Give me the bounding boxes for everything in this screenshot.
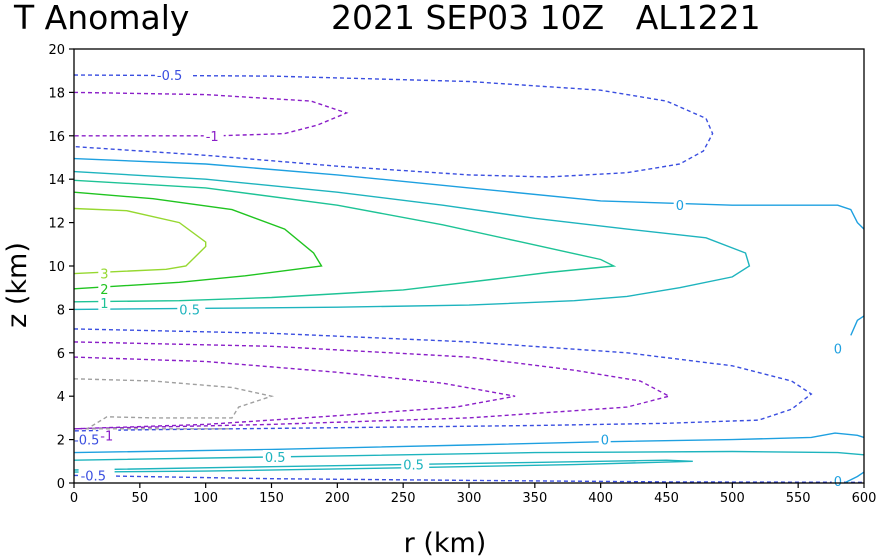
y-tick-label: 14 (48, 173, 65, 188)
contour-low-zero (73, 432, 865, 454)
x-tick-label: 500 (720, 491, 745, 506)
contour-low-05b (73, 459, 693, 473)
contour-label: -0.5 (157, 69, 182, 84)
x-tick-label: 550 (786, 491, 811, 506)
x-axis-label: r (km) (404, 528, 487, 559)
contour-label: 0 (676, 199, 684, 214)
contour-label-bg (831, 341, 844, 356)
contour-label-bg (203, 128, 224, 143)
contour-corner-zero-b (843, 471, 865, 484)
contour-mid-m1a (73, 341, 672, 430)
contour-mid-m15 (73, 378, 275, 430)
contour-upper-m05 (73, 74, 714, 178)
contour-label-bg (154, 68, 191, 82)
chart-subtitle: 2021 SEP03 10Z AL1221 (331, 0, 761, 37)
contour-label-bg (673, 198, 686, 213)
x-tick-label: 600 (852, 491, 877, 506)
contour-label-bg (98, 428, 119, 443)
x-tick-label: 150 (259, 491, 284, 506)
contour-label: -0.5 (81, 469, 106, 484)
x-tick-label: 100 (193, 491, 218, 506)
contour-label: -1 (100, 429, 113, 444)
contour-label: -0.5 (74, 434, 99, 449)
contour-label: 0 (601, 434, 609, 449)
contour-label-bg (831, 473, 844, 488)
y-tick-label: 20 (48, 43, 65, 58)
y-tick-label: 2 (57, 434, 65, 449)
contour-label: 2 (100, 283, 108, 298)
contour-label-bg (598, 432, 611, 447)
x-tick-label: 400 (588, 491, 613, 506)
contour-label: 0.5 (265, 451, 286, 466)
contour-label: 0.5 (403, 459, 424, 474)
x-tick-label: 200 (325, 491, 350, 506)
x-tick-label: 450 (654, 491, 679, 506)
contour-upper-zero (73, 157, 865, 230)
contour-mid-m05 (73, 328, 813, 432)
contour-label-bg (98, 281, 111, 296)
y-tick-label: 8 (57, 303, 65, 318)
x-tick-label: 250 (391, 491, 416, 506)
contour-label: -1 (206, 130, 219, 145)
contour-label-bg (177, 302, 206, 317)
contour-upper-3 (73, 207, 207, 275)
x-tick-label: 300 (457, 491, 482, 506)
y-axis-label: z (km) (2, 242, 33, 328)
contour-label: 0 (834, 343, 842, 358)
contour-label: 0.5 (179, 303, 200, 318)
x-tick-label: 50 (132, 491, 149, 506)
contour-label-bg (98, 295, 111, 310)
y-axis-ticks: 0 2 4 6 8 10 12 14 16 18 20 (48, 43, 74, 492)
contour-upper-1 (73, 179, 617, 303)
contour-label: 1 (100, 297, 108, 312)
contour-upper-05 (73, 170, 751, 311)
contour-label-bg (262, 450, 291, 464)
x-tick-label: 350 (522, 491, 547, 506)
contour-label-bg (401, 457, 430, 472)
contour-low-m05 (73, 474, 865, 483)
contour-label-bg (98, 266, 111, 281)
y-tick-label: 12 (48, 217, 65, 232)
x-tick-label: 0 (70, 491, 78, 506)
y-tick-label: 0 (57, 477, 65, 492)
chart-title: T Anomaly (14, 0, 190, 37)
contour-upper-m1 (73, 91, 349, 137)
y-tick-label: 6 (57, 347, 65, 362)
y-tick-label: 4 (57, 390, 65, 405)
y-tick-label: 10 (48, 260, 65, 275)
contour-upper-2 (73, 191, 323, 290)
y-tick-label: 18 (48, 86, 65, 101)
contour-label: 3 (100, 268, 108, 283)
contour-label: 0 (834, 475, 842, 490)
plot-frame (73, 48, 865, 484)
contour-low-05a (73, 450, 865, 461)
contour-label-bg (78, 468, 115, 483)
contour-mid-m1b (73, 356, 516, 430)
x-axis-ticks: 0 50 100 150 200 250 300 350 400 450 500 550 600 (70, 483, 877, 506)
y-tick-label: 16 (48, 130, 65, 145)
contour-corner-zero-a (850, 315, 865, 336)
